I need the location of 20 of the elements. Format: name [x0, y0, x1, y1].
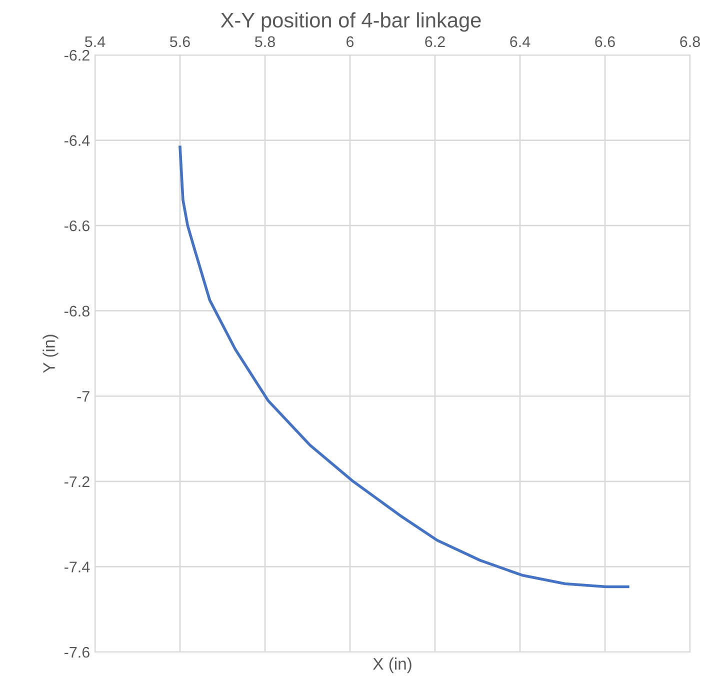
- chart-title: X-Y position of 4-bar linkage: [220, 12, 481, 32]
- y-tick-label: -6.2: [64, 50, 90, 61]
- x-axis-title: X (in): [372, 658, 412, 674]
- x-tick-label: 6: [346, 36, 354, 48]
- y-tick-label: -7.2: [64, 476, 90, 487]
- x-tick-label: 6.8: [680, 36, 700, 48]
- x-tick-label: 5.4: [84, 36, 106, 48]
- y-tick-label: -6.8: [64, 306, 90, 317]
- x-tick-label: 5.6: [170, 36, 190, 48]
- x-tick-label: 5.8: [254, 36, 275, 48]
- y-axis-title: Y (in): [42, 334, 58, 373]
- y-tick-label: -7: [77, 391, 90, 402]
- x-tick-label: 6.6: [595, 36, 615, 48]
- y-tick-label: -6.4: [64, 135, 90, 146]
- y-tick-label: -7.6: [64, 646, 90, 658]
- x-tick-label: 6.2: [425, 36, 445, 48]
- line-series: [178, 146, 630, 588]
- y-tick-label: -7.4: [64, 562, 90, 572]
- y-tick-label: -6.6: [64, 220, 90, 232]
- x-tick-label: 6.4: [510, 36, 530, 48]
